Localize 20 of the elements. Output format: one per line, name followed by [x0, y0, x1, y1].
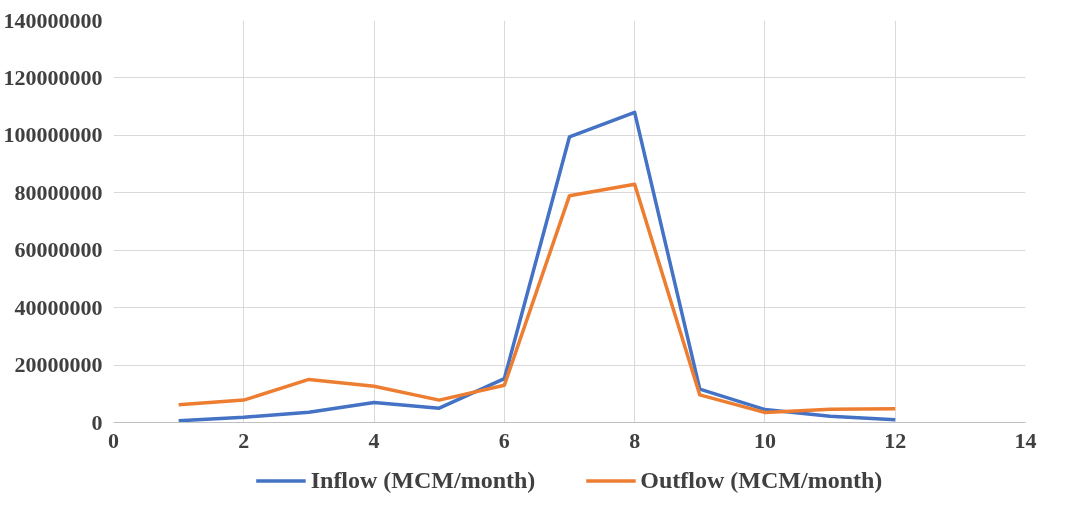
x-tick-label: 2 — [238, 427, 250, 453]
x-tick-label: 4 — [368, 427, 380, 453]
x-tick-label: 14 — [1014, 427, 1037, 453]
legend-label: Outflow (MCM/month) — [640, 466, 883, 494]
x-tick-label: 12 — [884, 427, 907, 453]
y-tick-label: 100000000 — [3, 122, 103, 148]
y-tick-label: 140000000 — [3, 7, 103, 33]
x-tick-label: 10 — [753, 427, 776, 453]
y-tick-label: 0 — [91, 409, 103, 435]
line-series — [176, 182, 897, 415]
x-tick-label: 0 — [108, 427, 119, 453]
legend-label: Inflow (MCM/month) — [310, 466, 536, 494]
y-tick-label: 80000000 — [14, 179, 103, 205]
y-tick-label: 60000000 — [14, 237, 103, 263]
x-tick-label: 6 — [498, 427, 510, 453]
line-series — [176, 110, 897, 423]
x-tick-label: 8 — [629, 427, 641, 453]
y-tick-label: 20000000 — [14, 352, 103, 378]
y-tick-label: 120000000 — [3, 64, 103, 90]
y-tick-label: 40000000 — [14, 294, 103, 320]
